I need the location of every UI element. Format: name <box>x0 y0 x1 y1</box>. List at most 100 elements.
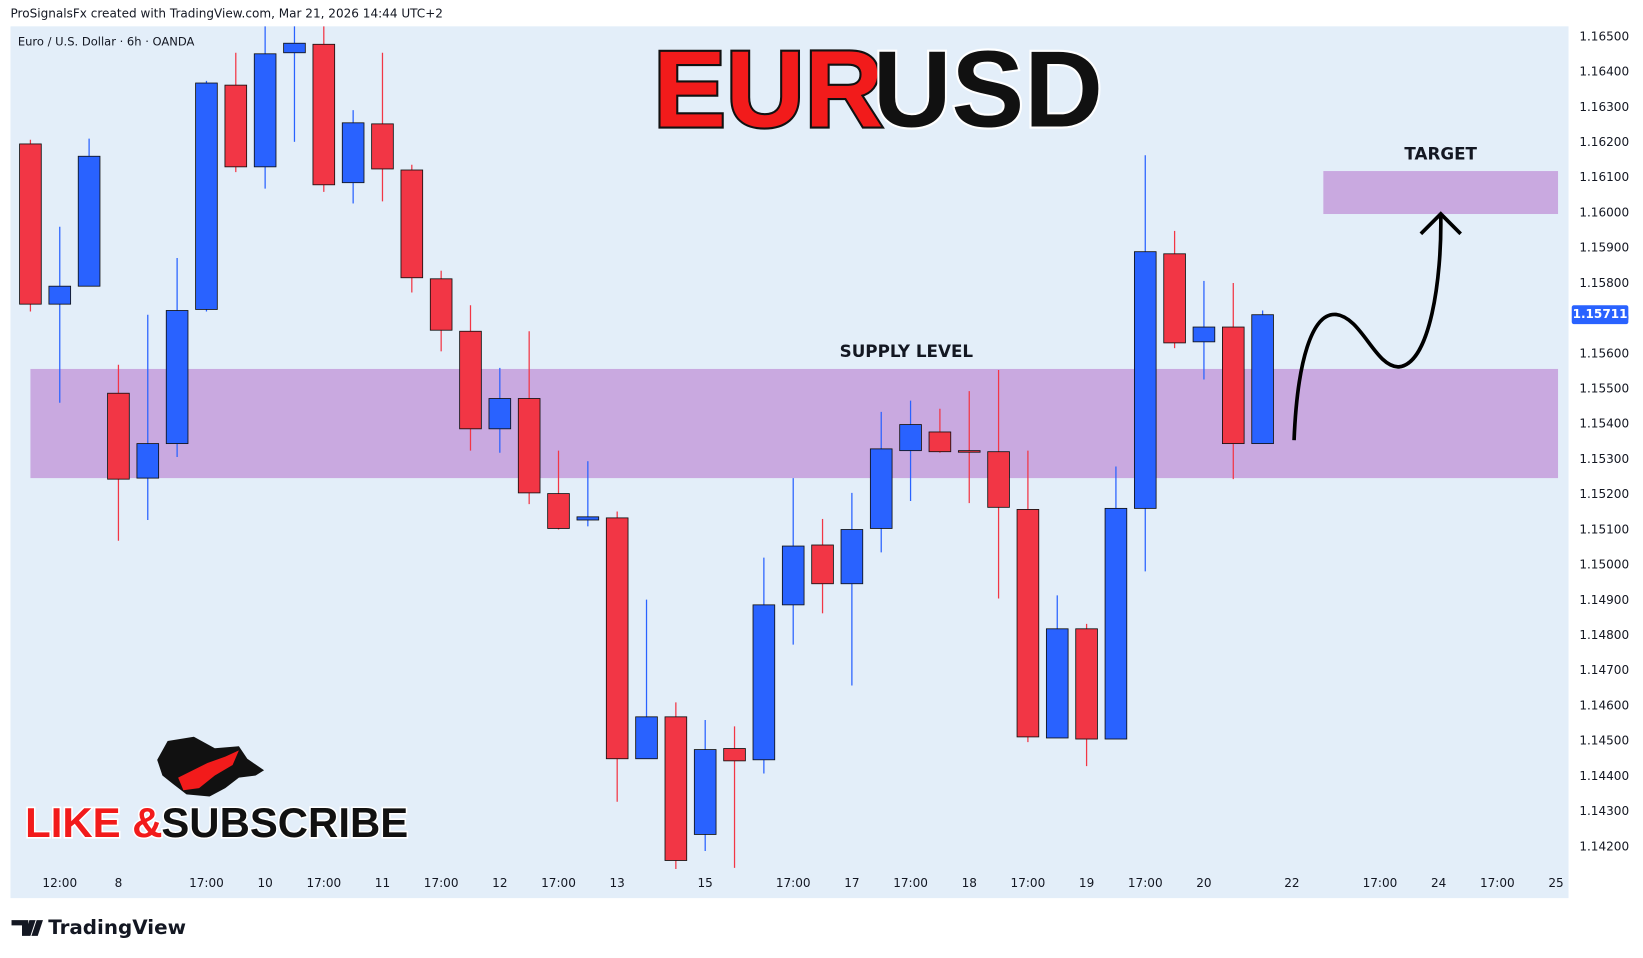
candle-body <box>165 310 189 445</box>
y-tick-label: 1.16200 <box>1579 135 1629 149</box>
candle-body <box>48 285 72 305</box>
x-tick-label: 17:00 <box>1363 876 1398 890</box>
x-tick-label: 17:00 <box>189 876 224 890</box>
y-tick-label: 1.14700 <box>1579 663 1629 677</box>
candle-body <box>429 278 453 331</box>
candle-body <box>224 84 248 168</box>
y-tick-label: 1.14300 <box>1579 804 1629 818</box>
y-tick-label: 1.16300 <box>1579 100 1629 114</box>
last-price-tag <box>1571 305 1629 325</box>
candle-body <box>400 169 424 279</box>
candle-body <box>1075 628 1098 740</box>
candle-body <box>253 53 277 168</box>
y-tick-label: 1.15100 <box>1579 522 1629 536</box>
x-tick-label: 25 <box>1548 876 1563 890</box>
y-tick-label: 1.15300 <box>1579 452 1629 466</box>
cta-like: LIKE & <box>25 799 162 846</box>
footer-logo <box>11 920 43 936</box>
y-tick-label: 1.15500 <box>1579 382 1629 396</box>
x-tick-label: 17:00 <box>776 876 811 890</box>
y-tick-label: 1.15800 <box>1579 276 1629 290</box>
zone <box>1323 171 1559 215</box>
x-tick-label: 12 <box>492 876 507 890</box>
candle-body <box>576 516 600 521</box>
candle-body <box>312 43 336 186</box>
candle-body <box>635 716 658 760</box>
candle-body <box>19 143 42 305</box>
candle-body <box>1251 314 1274 445</box>
projection-arrow <box>1292 215 1443 441</box>
zone <box>30 368 1559 479</box>
y-tick-label: 1.15900 <box>1579 241 1629 255</box>
y-tick-label: 1.14900 <box>1579 593 1629 607</box>
candle-body <box>459 330 482 430</box>
logo-arrow <box>178 750 239 791</box>
candle-body <box>869 448 893 529</box>
candle-body <box>987 451 1010 508</box>
zones <box>30 171 1559 479</box>
x-tick-label: 22 <box>1284 876 1299 890</box>
candle-body <box>752 604 776 761</box>
x-tick-label: 13 <box>610 876 625 890</box>
price-axis-background <box>1568 26 1643 899</box>
candle-body <box>1104 507 1128 740</box>
x-tick-label: 12:00 <box>42 876 77 890</box>
candle-body <box>1221 326 1245 445</box>
symbol-info: Euro / U.S. Dollar · 6h · OANDA <box>18 35 195 49</box>
x-tick-label: 20 <box>1196 876 1211 890</box>
candle-body <box>1045 628 1069 739</box>
candle-body <box>605 517 629 760</box>
candle-body <box>136 443 160 479</box>
y-tick-label: 1.14200 <box>1579 839 1629 853</box>
y-tick-label: 1.14800 <box>1579 628 1629 642</box>
x-tick-label: 17:00 <box>424 876 459 890</box>
candle-body <box>517 398 541 494</box>
y-tick-label: 1.16000 <box>1579 205 1629 219</box>
candle-body <box>840 529 864 585</box>
x-tick-label: 17 <box>844 876 859 890</box>
x-tick-label: 24 <box>1431 876 1446 890</box>
y-tick-label: 1.16500 <box>1579 29 1629 43</box>
y-tick-label: 1.14500 <box>1579 734 1629 748</box>
title-quote: USD <box>873 28 1103 150</box>
cta-subscribe: SUBSCRIBE <box>161 799 408 846</box>
y-tick-label: 1.14400 <box>1579 769 1629 783</box>
y-tick-label: 1.15600 <box>1579 346 1629 360</box>
candle-body <box>195 82 218 310</box>
candle-body <box>341 122 365 184</box>
candle-body <box>928 431 952 453</box>
last-price-label: 1.15711 <box>1573 307 1628 321</box>
candle-body <box>723 748 746 762</box>
candle-body <box>1133 251 1157 509</box>
x-tick-label: 11 <box>375 876 390 890</box>
footer: TradingView <box>48 916 186 939</box>
candle-body <box>811 544 834 585</box>
candle-body <box>107 392 130 480</box>
x-tick-label: 15 <box>698 876 713 890</box>
y-tick-label: 1.15000 <box>1579 558 1629 572</box>
candle-body <box>488 398 512 430</box>
y-tick-label: 1.14600 <box>1579 698 1629 712</box>
candle-body <box>781 545 805 606</box>
y-tick-label: 1.15200 <box>1579 487 1629 501</box>
candle-body <box>957 450 981 453</box>
candle-body <box>547 493 570 529</box>
x-tick-label: 8 <box>115 876 123 890</box>
x-tick-label: 17:00 <box>1011 876 1046 890</box>
candle-body <box>1163 253 1186 344</box>
x-tick-label: 10 <box>257 876 272 890</box>
candle-body <box>1016 509 1040 738</box>
x-tick-label: 17:00 <box>1128 876 1163 890</box>
candle-body <box>899 424 922 452</box>
zone-label: TARGET <box>1404 143 1477 163</box>
candle-body <box>371 123 394 170</box>
x-tick-label: 18 <box>962 876 977 890</box>
y-tick-label: 1.15400 <box>1579 417 1629 431</box>
x-tick-label: 17:00 <box>1480 876 1515 890</box>
y-tick-label: 1.16100 <box>1579 170 1629 184</box>
x-tick-label: 19 <box>1079 876 1094 890</box>
y-tick-label: 1.16400 <box>1579 65 1629 79</box>
x-tick-label: 17:00 <box>306 876 341 890</box>
